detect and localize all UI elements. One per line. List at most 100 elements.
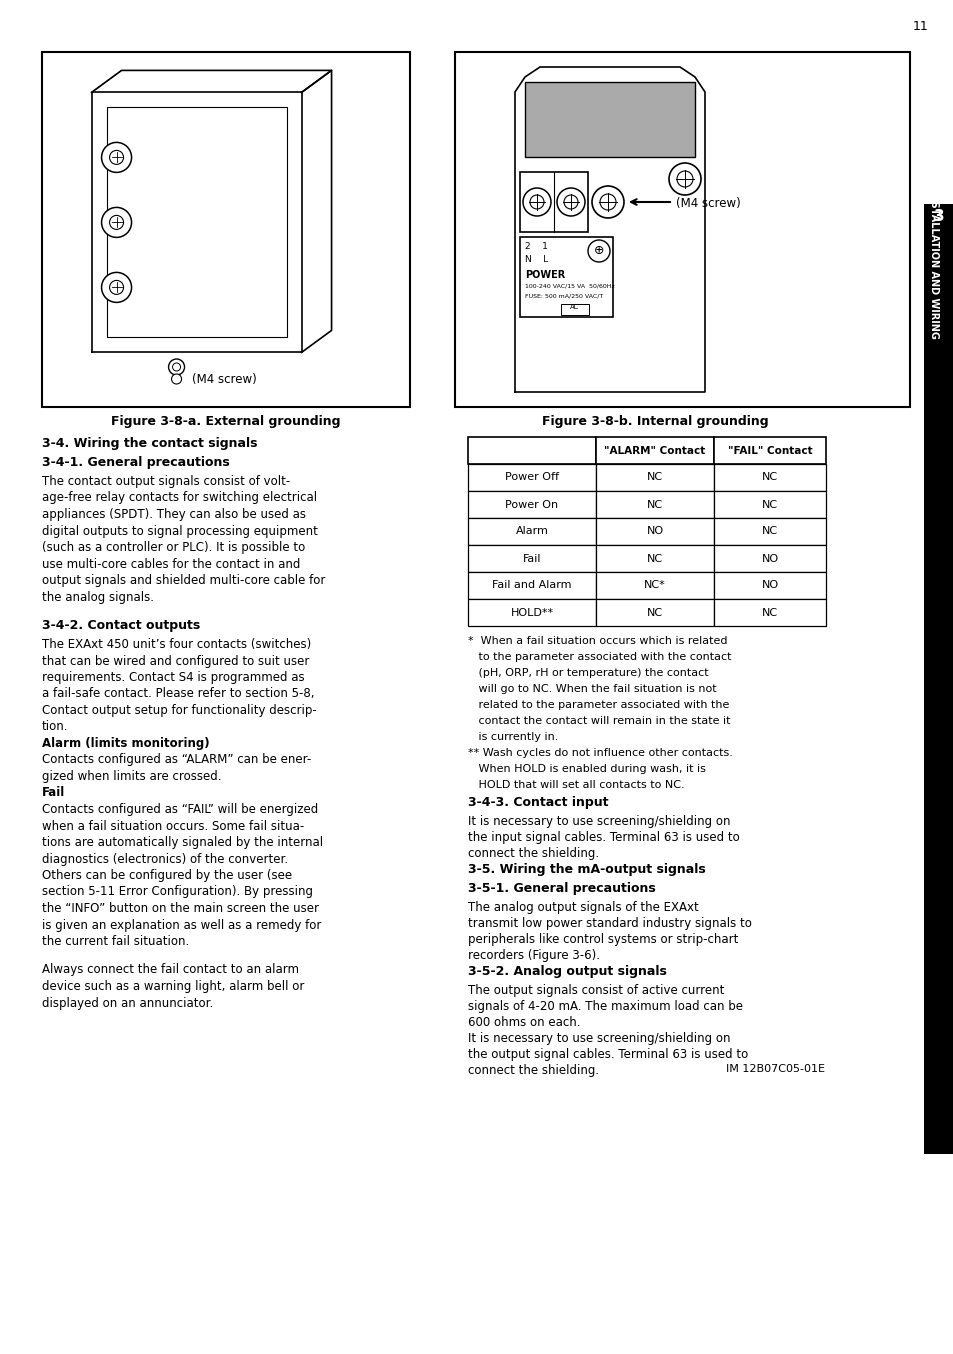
Text: Always connect the fail contact to an alarm: Always connect the fail contact to an al… xyxy=(42,964,298,976)
Text: NO: NO xyxy=(646,527,663,536)
Bar xyxy=(713,598,825,626)
Bar xyxy=(524,83,695,157)
Text: (pH, ORP, rH or temperature) the contact: (pH, ORP, rH or temperature) the contact xyxy=(468,668,708,678)
Circle shape xyxy=(530,195,543,209)
Text: displayed on an annunciator.: displayed on an annunciator. xyxy=(42,997,213,1010)
Bar xyxy=(713,437,825,464)
Text: recorders (Figure 3-6).: recorders (Figure 3-6). xyxy=(468,949,599,961)
Text: signals of 4-20 mA. The maximum load can be: signals of 4-20 mA. The maximum load can… xyxy=(468,1001,742,1013)
Text: the “INFO” button on the main screen the user: the “INFO” button on the main screen the… xyxy=(42,902,318,915)
Text: 2    1: 2 1 xyxy=(524,242,547,250)
Circle shape xyxy=(668,162,700,195)
Text: connect the shielding.: connect the shielding. xyxy=(468,1064,598,1076)
Text: The contact output signals consist of volt-: The contact output signals consist of vo… xyxy=(42,475,290,487)
Bar xyxy=(468,464,596,492)
Text: requirements. Contact S4 is programmed as: requirements. Contact S4 is programmed a… xyxy=(42,672,304,684)
Circle shape xyxy=(110,280,124,294)
Bar xyxy=(596,546,713,571)
Text: 11: 11 xyxy=(912,20,928,32)
Circle shape xyxy=(592,185,623,218)
Text: Contacts configured as “ALARM” can be ener-: Contacts configured as “ALARM” can be en… xyxy=(42,753,311,766)
Text: NC: NC xyxy=(646,500,662,509)
Bar xyxy=(596,492,713,519)
Text: diagnostics (electronics) of the converter.: diagnostics (electronics) of the convert… xyxy=(42,853,288,865)
Bar xyxy=(519,172,587,232)
Text: NC*: NC* xyxy=(643,581,665,590)
Bar xyxy=(519,237,613,317)
Text: Figure 3-8-a. External grounding: Figure 3-8-a. External grounding xyxy=(112,414,340,428)
Text: IM 12B07C05-01E: IM 12B07C05-01E xyxy=(725,1064,824,1074)
Text: 3-4-3. Contact input: 3-4-3. Contact input xyxy=(468,796,608,808)
Text: The EXAxt 450 unit’s four contacts (switches): The EXAxt 450 unit’s four contacts (swit… xyxy=(42,638,311,651)
Bar xyxy=(713,464,825,492)
Text: 3-5-1. General precautions: 3-5-1. General precautions xyxy=(468,881,655,895)
Text: Fail: Fail xyxy=(42,787,65,799)
Bar xyxy=(596,598,713,626)
Text: connect the shielding.: connect the shielding. xyxy=(468,848,598,860)
Text: transmit low power standard industry signals to: transmit low power standard industry sig… xyxy=(468,917,751,930)
Bar xyxy=(713,571,825,598)
Text: 3-4-2. Contact outputs: 3-4-2. Contact outputs xyxy=(42,619,200,632)
Text: is given an explanation as well as a remedy for: is given an explanation as well as a rem… xyxy=(42,918,321,932)
Text: that can be wired and configured to suit user: that can be wired and configured to suit… xyxy=(42,654,309,668)
Text: 3: 3 xyxy=(933,209,943,223)
Text: (such as a controller or PLC). It is possible to: (such as a controller or PLC). It is pos… xyxy=(42,542,305,554)
Circle shape xyxy=(110,215,124,229)
Text: the current fail situation.: the current fail situation. xyxy=(42,936,189,948)
Text: tion.: tion. xyxy=(42,720,69,734)
Text: tions are automatically signaled by the internal: tions are automatically signaled by the … xyxy=(42,835,323,849)
Text: the output signal cables. Terminal 63 is used to: the output signal cables. Terminal 63 is… xyxy=(468,1048,747,1062)
Bar xyxy=(468,437,596,464)
Text: device such as a warning light, alarm bell or: device such as a warning light, alarm be… xyxy=(42,980,304,992)
Text: ⊕: ⊕ xyxy=(593,245,603,257)
Text: Fail: Fail xyxy=(522,554,540,563)
Text: It is necessary to use screening/shielding on: It is necessary to use screening/shieldi… xyxy=(468,1032,730,1045)
Bar xyxy=(596,437,713,464)
Bar xyxy=(596,464,713,492)
Bar xyxy=(713,492,825,519)
Bar xyxy=(596,519,713,546)
Circle shape xyxy=(599,194,616,210)
Text: is currently in.: is currently in. xyxy=(468,733,558,742)
Text: HOLD**: HOLD** xyxy=(510,608,553,617)
Text: NC: NC xyxy=(761,500,778,509)
Text: N    L: N L xyxy=(524,255,548,264)
Bar xyxy=(468,546,596,571)
Text: output signals and shielded multi-core cable for: output signals and shielded multi-core c… xyxy=(42,574,325,588)
Circle shape xyxy=(522,188,551,217)
Text: use multi-core cables for the contact in and: use multi-core cables for the contact in… xyxy=(42,558,300,570)
Text: to the parameter associated with the contact: to the parameter associated with the con… xyxy=(468,653,731,662)
Circle shape xyxy=(101,272,132,302)
Text: Figure 3-8-b. Internal grounding: Figure 3-8-b. Internal grounding xyxy=(541,414,767,428)
Text: 3-5-2. Analog output signals: 3-5-2. Analog output signals xyxy=(468,965,666,978)
Text: Fail and Alarm: Fail and Alarm xyxy=(492,581,571,590)
Text: peripherals like control systems or strip-chart: peripherals like control systems or stri… xyxy=(468,933,738,946)
Text: 3-4. Wiring the contact signals: 3-4. Wiring the contact signals xyxy=(42,437,257,450)
Text: contact the contact will remain in the state it: contact the contact will remain in the s… xyxy=(468,716,730,726)
Bar xyxy=(468,519,596,546)
Circle shape xyxy=(587,240,609,263)
Bar xyxy=(596,571,713,598)
Text: NC: NC xyxy=(761,527,778,536)
Text: (M4 screw): (M4 screw) xyxy=(192,372,256,386)
Text: 3-5. Wiring the mA-output signals: 3-5. Wiring the mA-output signals xyxy=(468,862,705,876)
Text: HOLD that will set all contacts to NC.: HOLD that will set all contacts to NC. xyxy=(468,780,684,789)
Text: Power On: Power On xyxy=(505,500,558,509)
Text: Alarm: Alarm xyxy=(515,527,548,536)
Circle shape xyxy=(557,188,584,217)
Bar xyxy=(560,305,588,315)
Circle shape xyxy=(172,363,180,371)
Text: section 5-11 Error Configuration). By pressing: section 5-11 Error Configuration). By pr… xyxy=(42,886,313,899)
Text: NO: NO xyxy=(760,554,778,563)
Text: Contacts configured as “FAIL” will be energized: Contacts configured as “FAIL” will be en… xyxy=(42,803,318,816)
Text: digital outputs to signal processing equipment: digital outputs to signal processing equ… xyxy=(42,524,317,538)
Text: When HOLD is enabled during wash, it is: When HOLD is enabled during wash, it is xyxy=(468,764,705,774)
Circle shape xyxy=(101,207,132,237)
Text: (M4 screw): (M4 screw) xyxy=(676,196,740,210)
Text: NC: NC xyxy=(646,554,662,563)
Text: The analog output signals of the EXAxt: The analog output signals of the EXAxt xyxy=(468,900,698,914)
Circle shape xyxy=(677,171,692,187)
Text: "ALARM" Contact: "ALARM" Contact xyxy=(604,445,705,455)
Text: 100-240 VAC/15 VA  50/60Hz: 100-240 VAC/15 VA 50/60Hz xyxy=(524,284,614,288)
Text: Contact output setup for functionality descrip-: Contact output setup for functionality d… xyxy=(42,704,316,718)
